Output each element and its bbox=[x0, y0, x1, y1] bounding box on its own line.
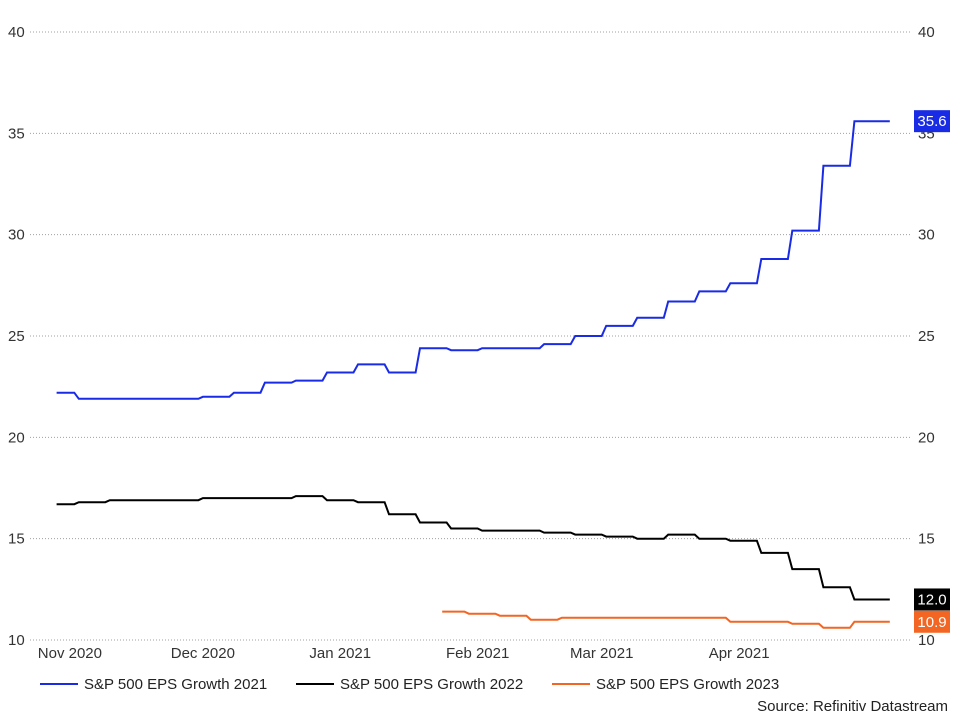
series-line-3 bbox=[442, 610, 890, 629]
y-tick-label-right: 20 bbox=[918, 429, 935, 446]
y-tick-label-right: 40 bbox=[918, 24, 935, 41]
y-tick-label-left: 30 bbox=[8, 227, 25, 244]
y-tick-label-left: 15 bbox=[8, 531, 25, 548]
end-label-value: 35.6 bbox=[917, 113, 946, 130]
end-label-box bbox=[914, 610, 950, 633]
end-label-box bbox=[914, 110, 950, 133]
grid bbox=[30, 31, 912, 641]
legend-label: S&P 500 EPS Growth 2022 bbox=[340, 676, 523, 693]
series-line-2 bbox=[56, 495, 890, 601]
x-tick-label: Apr 2021 bbox=[709, 645, 770, 662]
y-tick-label-right: 25 bbox=[918, 328, 935, 345]
y-tick-label-left: 25 bbox=[8, 328, 25, 345]
y-axis-left: 10 15 20 25 30 35 40 bbox=[8, 24, 25, 649]
end-label-value: 12.0 bbox=[917, 591, 946, 608]
series-line-1 bbox=[56, 120, 890, 400]
y-tick-label-left: 40 bbox=[8, 24, 25, 41]
end-label-box bbox=[914, 588, 950, 611]
series-lines bbox=[56, 120, 890, 629]
end-label-value: 10.9 bbox=[917, 614, 946, 631]
x-tick-label: Mar 2021 bbox=[570, 645, 633, 662]
y-tick-label-right: 30 bbox=[918, 227, 935, 244]
y-tick-label-left: 10 bbox=[8, 632, 25, 649]
y-tick-label-right: 15 bbox=[918, 531, 935, 548]
x-tick-label: Jan 2021 bbox=[309, 645, 371, 662]
x-tick-label: Nov 2020 bbox=[38, 645, 102, 662]
y-tick-label-left: 20 bbox=[8, 429, 25, 446]
legend-label: S&P 500 EPS Growth 2021 bbox=[84, 676, 267, 693]
x-tick-label: Dec 2020 bbox=[171, 645, 235, 662]
legend-label: S&P 500 EPS Growth 2023 bbox=[596, 676, 779, 693]
y-tick-label-right: 10 bbox=[918, 632, 935, 649]
source-note: Source: Refinitiv Datastream bbox=[757, 698, 948, 715]
x-axis: Nov 2020 Dec 2020 Jan 2021 Feb 2021 Mar 2021… bbox=[38, 645, 770, 662]
end-labels: 35.6 12.0 10.9 bbox=[914, 110, 950, 633]
legend: S&P 500 EPS Growth 2021 S&P 500 EPS Growt… bbox=[40, 676, 779, 693]
x-tick-label: Feb 2021 bbox=[446, 645, 509, 662]
y-tick-label-left: 35 bbox=[8, 125, 25, 142]
